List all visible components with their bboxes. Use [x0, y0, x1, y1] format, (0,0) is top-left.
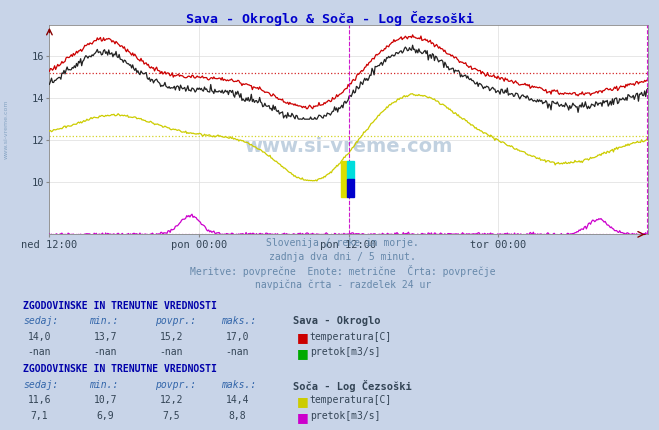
Text: ■: ■: [297, 347, 308, 360]
Text: -nan: -nan: [159, 347, 183, 357]
Text: -nan: -nan: [94, 347, 117, 357]
Text: min.:: min.:: [89, 380, 119, 390]
Text: -nan: -nan: [28, 347, 51, 357]
Text: ■: ■: [297, 395, 308, 408]
Bar: [347, 179, 354, 197]
Bar: [341, 161, 347, 197]
Text: 12,2: 12,2: [159, 395, 183, 405]
Text: maks.:: maks.:: [221, 316, 256, 326]
Text: pretok[m3/s]: pretok[m3/s]: [310, 347, 380, 357]
Text: 13,7: 13,7: [94, 332, 117, 341]
Text: Soča - Log Čezsoški: Soča - Log Čezsoški: [293, 380, 412, 392]
Text: ■: ■: [297, 411, 308, 424]
Text: Sava - Okroglo: Sava - Okroglo: [293, 316, 381, 326]
Text: 15,2: 15,2: [159, 332, 183, 341]
Text: Sava - Okroglo & Soča - Log Čezsoški: Sava - Okroglo & Soča - Log Čezsoški: [185, 11, 474, 26]
Text: 7,5: 7,5: [163, 411, 180, 421]
Text: 14,0: 14,0: [28, 332, 51, 341]
Text: sedaj:: sedaj:: [23, 316, 58, 326]
Text: 10,7: 10,7: [94, 395, 117, 405]
Text: min.:: min.:: [89, 316, 119, 326]
Text: pretok[m3/s]: pretok[m3/s]: [310, 411, 380, 421]
Text: maks.:: maks.:: [221, 380, 256, 390]
Text: navpična črta - razdelek 24 ur: navpična črta - razdelek 24 ur: [254, 279, 431, 289]
Text: sedaj:: sedaj:: [23, 380, 58, 390]
Text: 6,9: 6,9: [97, 411, 114, 421]
Text: povpr.:: povpr.:: [155, 380, 196, 390]
Text: ZGODOVINSKE IN TRENUTNE VREDNOSTI: ZGODOVINSKE IN TRENUTNE VREDNOSTI: [23, 364, 217, 374]
Text: -nan: -nan: [225, 347, 249, 357]
Text: www.si-vreme.com: www.si-vreme.com: [4, 100, 9, 160]
Text: povpr.:: povpr.:: [155, 316, 196, 326]
Text: Slovenija / reke in morje.: Slovenija / reke in morje.: [266, 238, 419, 248]
Text: 14,4: 14,4: [225, 395, 249, 405]
Bar: [347, 161, 354, 179]
Text: Meritve: povprečne  Enote: metrične  Črta: povprečje: Meritve: povprečne Enote: metrične Črta:…: [190, 265, 496, 277]
Text: temperatura[C]: temperatura[C]: [310, 332, 392, 341]
Text: zadnja dva dni / 5 minut.: zadnja dva dni / 5 minut.: [270, 252, 416, 261]
Text: ■: ■: [297, 332, 308, 344]
Text: www.si-vreme.com: www.si-vreme.com: [244, 137, 453, 156]
Text: ZGODOVINSKE IN TRENUTNE VREDNOSTI: ZGODOVINSKE IN TRENUTNE VREDNOSTI: [23, 301, 217, 310]
Text: 11,6: 11,6: [28, 395, 51, 405]
Text: 8,8: 8,8: [229, 411, 246, 421]
Text: 7,1: 7,1: [31, 411, 48, 421]
Text: 17,0: 17,0: [225, 332, 249, 341]
Text: temperatura[C]: temperatura[C]: [310, 395, 392, 405]
